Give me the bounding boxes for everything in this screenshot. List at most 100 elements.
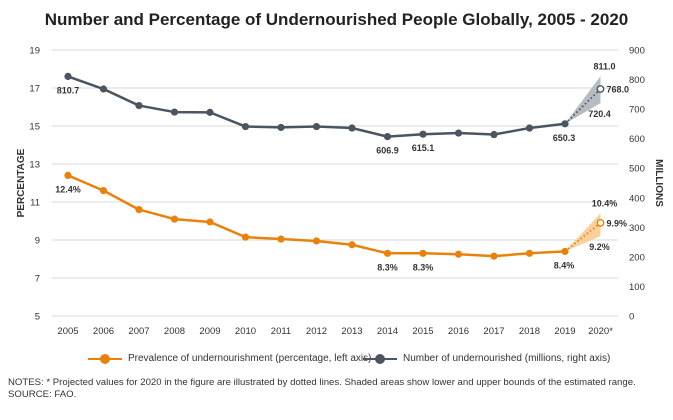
y-left-tick-label: 17: [29, 84, 40, 95]
series-lines: [67, 75, 602, 258]
y-left-tick-label: 7: [35, 274, 40, 285]
x-tick-label: 2007: [128, 326, 149, 337]
number-point: [241, 122, 250, 131]
y-right-tick-label: 900: [629, 46, 645, 57]
number-point: [277, 123, 285, 132]
y-left-tick-label: 11: [30, 198, 40, 209]
x-tick-label: 2013: [341, 326, 362, 337]
legend-item-number: Number of undernourished (millions, righ…: [363, 353, 610, 364]
prevalence-point: [64, 171, 72, 179]
x-tick-label: 2020*: [588, 326, 613, 337]
chart-plot: 810.7 606.9 615.1 650.3 811.0 768.0 720.4 12.4%…: [16, 46, 664, 338]
prevalence-point: [383, 249, 392, 257]
prevalence-data-label: 9.2%: [589, 242, 610, 252]
prevalence-projection-band: [565, 213, 601, 252]
number-projection-point: [596, 85, 605, 93]
x-tick-label: 2009: [199, 326, 220, 337]
number-data-label: 720.4: [588, 109, 611, 119]
y-left-axis-title: PERCENTAGE: [16, 148, 27, 217]
source-text: SOURCE: FAO.: [8, 389, 77, 400]
number-data-label: 811.0: [593, 61, 615, 71]
y-right-tick-label: 0: [629, 312, 634, 323]
number-data-label: 768.0: [607, 85, 630, 95]
chart-title: Number and Percentage of Undernourished …: [44, 10, 629, 29]
y-right-tick-label: 300: [629, 223, 645, 234]
y-right-tick-label: 600: [629, 134, 645, 145]
prevalence-point: [454, 250, 463, 258]
y-left-tick-label: 9: [35, 236, 40, 247]
prevalence-point: [561, 247, 569, 255]
x-tick-label: 2006: [93, 326, 114, 337]
number-point: [525, 124, 534, 132]
y-left-tick-label: 5: [35, 312, 40, 323]
number-data-label: 810.7: [57, 85, 80, 95]
prevalence-data-label: 8.3%: [377, 262, 398, 272]
legend-label-number: Number of undernourished (millions, righ…: [403, 353, 611, 364]
x-tick-label: 2011: [271, 326, 291, 337]
legend-label-prevalence: Prevalence of undernourishment (percenta…: [128, 353, 372, 364]
x-tick-label: 2019: [554, 326, 575, 337]
number-point: [170, 108, 179, 116]
y-left-tick-label: 13: [29, 160, 40, 171]
number-data-label: 650.3: [553, 133, 576, 143]
prevalence-data-label: 8.4%: [554, 260, 575, 270]
legend: Prevalence of undernourishment (percenta…: [0, 353, 673, 371]
number-point: [419, 130, 427, 138]
legend-swatch-number: [363, 353, 397, 364]
number-point: [561, 120, 569, 128]
number-data-label: 615.1: [412, 143, 435, 153]
prevalence-projection-point: [596, 218, 605, 227]
number-point: [454, 129, 463, 137]
number-point: [64, 72, 72, 80]
y-right-tick-label: 400: [629, 193, 645, 204]
prevalence-point: [277, 235, 285, 243]
y-left-tick-label: 19: [29, 46, 40, 57]
projection-bands: [565, 76, 601, 252]
x-tick-label: 2010: [235, 326, 256, 337]
x-tick-label: 2017: [483, 326, 504, 337]
prevalence-point: [312, 237, 321, 245]
y-left-tick-label: 15: [29, 122, 40, 133]
prevalence-point: [135, 206, 143, 214]
number-point: [206, 108, 214, 116]
legend-item-prevalence: Prevalence of undernourishment (percenta…: [88, 353, 371, 364]
y-right-axis-title: MILLIONS: [653, 159, 664, 207]
number-projection-band: [565, 76, 601, 124]
number-point: [383, 133, 392, 141]
legend-swatch-prevalence: [88, 353, 122, 364]
data-labels: 810.7 606.9 615.1 650.3 811.0 768.0 720.4 12.4%…: [55, 61, 629, 272]
x-tick-label: 2008: [164, 326, 185, 337]
prevalence-data-label: 10.4%: [592, 198, 618, 208]
prevalence-point: [170, 215, 179, 223]
number-point: [99, 85, 108, 93]
prevalence-point: [348, 241, 356, 249]
x-tick-label: 2014: [377, 326, 398, 337]
y-right-tick-label: 500: [629, 164, 645, 175]
series-points: [64, 72, 605, 260]
prevalence-data-label: 8.3%: [413, 262, 434, 272]
prevalence-point: [241, 233, 250, 241]
prevalence-point: [525, 249, 534, 257]
y-right-tick-label: 700: [629, 105, 645, 116]
y-right-tick-label: 800: [629, 75, 645, 86]
x-tick-label: 2018: [519, 326, 540, 337]
axes: 5 7 9 11 13 15 17 19 0 100 200 300 400 500 600 700 800 90…: [16, 46, 664, 338]
prevalence-data-label: 12.4%: [55, 184, 81, 194]
prevalence-point: [419, 249, 427, 257]
notes-text: NOTES: * Projected values for 2020 in th…: [8, 377, 636, 388]
number-point: [312, 122, 321, 131]
number-projection-line: [564, 88, 602, 125]
number-point: [490, 130, 498, 139]
prevalence-data-label: 9.9%: [607, 218, 628, 228]
x-tick-label: 2016: [448, 326, 469, 337]
prevalence-point: [99, 187, 108, 195]
number-data-label: 606.9: [376, 146, 399, 156]
prevalence-point: [206, 218, 214, 226]
x-tick-label: 2012: [306, 326, 327, 337]
y-right-tick-label: 100: [629, 282, 645, 293]
y-right-tick-label: 200: [629, 252, 645, 263]
number-point: [348, 124, 356, 132]
grid: [52, 49, 618, 317]
notes: NOTES: * Projected values for 2020 in th…: [8, 377, 668, 401]
x-tick-label: 2015: [412, 326, 433, 337]
